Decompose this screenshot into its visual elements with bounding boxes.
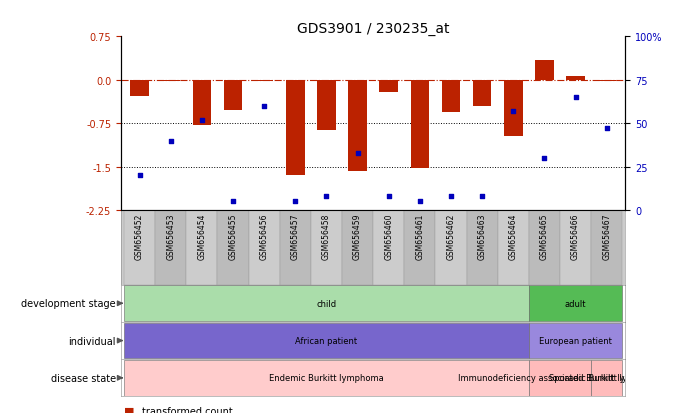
Bar <box>410 81 429 169</box>
Text: GSM656453: GSM656453 <box>167 213 176 259</box>
Point <box>290 199 301 205</box>
Bar <box>560 211 591 285</box>
Point <box>134 173 145 179</box>
Bar <box>529 323 622 358</box>
Point <box>352 150 363 157</box>
Point <box>477 193 488 200</box>
Bar <box>504 81 522 137</box>
Text: GSM656463: GSM656463 <box>477 213 486 259</box>
Bar <box>124 323 529 358</box>
Bar <box>566 76 585 81</box>
Text: GSM656462: GSM656462 <box>446 213 455 259</box>
Text: GSM656467: GSM656467 <box>602 213 611 259</box>
Text: development stage: development stage <box>21 299 116 309</box>
Text: adult: adult <box>565 299 586 308</box>
Text: GSM656454: GSM656454 <box>198 213 207 259</box>
Bar <box>124 360 529 396</box>
Text: European patient: European patient <box>539 336 612 345</box>
Bar <box>131 81 149 97</box>
Point <box>227 199 238 205</box>
Text: Endemic Burkitt lymphoma: Endemic Burkitt lymphoma <box>269 373 384 382</box>
Point <box>258 103 269 110</box>
Text: GSM656452: GSM656452 <box>135 213 144 259</box>
Bar <box>348 81 367 171</box>
Bar <box>466 211 498 285</box>
Bar <box>591 360 622 396</box>
Bar <box>255 81 274 82</box>
Text: GSM656465: GSM656465 <box>540 213 549 259</box>
Point <box>570 95 581 101</box>
Point <box>539 155 550 162</box>
Bar <box>286 81 305 176</box>
Point <box>165 138 176 145</box>
Bar <box>124 286 529 321</box>
Bar <box>124 211 155 285</box>
Bar <box>373 211 404 285</box>
Point <box>384 193 395 200</box>
Point <box>446 193 457 200</box>
Text: disease state: disease state <box>50 373 116 383</box>
Text: GSM656461: GSM656461 <box>415 213 424 259</box>
Text: GSM656457: GSM656457 <box>291 213 300 259</box>
Bar <box>597 81 616 82</box>
Text: ■: ■ <box>124 406 135 413</box>
Bar <box>311 211 342 285</box>
Bar <box>224 81 243 111</box>
Text: GSM656455: GSM656455 <box>229 213 238 259</box>
Bar <box>193 81 211 126</box>
Bar <box>249 211 280 285</box>
Bar <box>317 81 336 130</box>
Text: child: child <box>316 299 337 308</box>
Text: GSM656466: GSM656466 <box>571 213 580 259</box>
Bar <box>379 81 398 93</box>
Bar <box>473 81 491 107</box>
Bar <box>342 211 373 285</box>
Text: transformed count: transformed count <box>142 406 232 413</box>
Point <box>321 193 332 200</box>
Bar <box>218 211 249 285</box>
Bar <box>529 360 591 396</box>
Bar <box>535 61 553 81</box>
Text: African patient: African patient <box>295 336 357 345</box>
Bar <box>187 211 218 285</box>
Bar <box>529 286 622 321</box>
Text: GSM656459: GSM656459 <box>353 213 362 259</box>
Point <box>508 109 519 115</box>
Bar <box>435 211 466 285</box>
Point <box>196 117 207 124</box>
Bar <box>404 211 435 285</box>
Text: individual: individual <box>68 336 116 346</box>
Text: Immunodeficiency associated Burkitt lymphoma: Immunodeficiency associated Burkitt lymp… <box>458 373 662 382</box>
Text: GSM656458: GSM656458 <box>322 213 331 259</box>
Bar <box>591 211 622 285</box>
Bar <box>162 81 180 82</box>
Bar <box>498 211 529 285</box>
Bar <box>280 211 311 285</box>
Point <box>601 126 612 133</box>
Bar <box>529 211 560 285</box>
Title: GDS3901 / 230235_at: GDS3901 / 230235_at <box>297 22 449 36</box>
Point <box>415 199 426 205</box>
Text: GSM656456: GSM656456 <box>260 213 269 259</box>
Text: GSM656464: GSM656464 <box>509 213 518 259</box>
Text: Sporadic Burkitt lymphoma: Sporadic Burkitt lymphoma <box>549 373 664 382</box>
Text: GSM656460: GSM656460 <box>384 213 393 259</box>
Bar <box>155 211 187 285</box>
Bar <box>442 81 460 112</box>
